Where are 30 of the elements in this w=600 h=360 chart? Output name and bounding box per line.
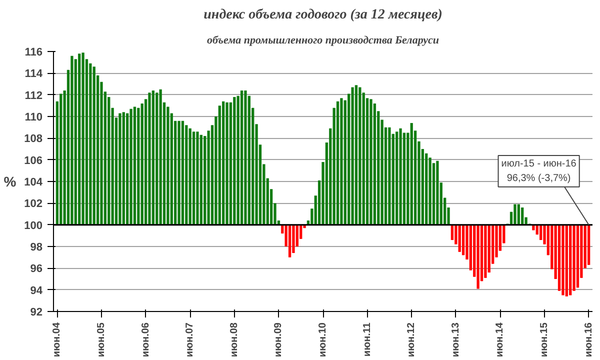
x-tick-label: июн.15 bbox=[539, 322, 550, 358]
y-tick-label: 116 bbox=[24, 46, 43, 58]
x-tick-label: июн.07 bbox=[184, 322, 196, 358]
x-tick-label: июн.13 bbox=[450, 322, 462, 358]
y-tick-label: 104 bbox=[24, 176, 44, 188]
x-tick-label: июн.14 bbox=[494, 322, 506, 358]
y-tick-label: 92 bbox=[30, 306, 43, 318]
chart-title: индекс объема годового (за 12 месяцев) bbox=[204, 8, 442, 22]
x-tick-label: июн.09 bbox=[273, 322, 284, 358]
annotation: июл-15 - июн-16 96,3% (-3,7%) bbox=[501, 158, 577, 184]
y-axis-title: % bbox=[4, 174, 17, 190]
x-tick-label: июн.11 bbox=[362, 322, 373, 357]
x-tick-label: июн.08 bbox=[228, 322, 240, 358]
y-tick-label: 112 bbox=[24, 90, 43, 102]
y-tick-label: 102 bbox=[24, 198, 43, 210]
y-tick-label: 110 bbox=[24, 112, 43, 124]
y-tick-label: 96 bbox=[30, 263, 43, 276]
y-tick-label: 100 bbox=[24, 220, 43, 232]
x-tick-label: июн.12 bbox=[406, 322, 418, 358]
x-tick-label: июн.06 bbox=[140, 322, 152, 358]
x-tick-label: июн.16 bbox=[583, 322, 594, 358]
y-tick-label: 114 bbox=[24, 68, 44, 80]
chart-subtitle: объема промышленного производства Беларуси bbox=[206, 34, 440, 46]
x-tick-label: июн.10 bbox=[318, 322, 328, 358]
x-tick-label: июн.04 bbox=[52, 322, 63, 358]
y-tick-label: 106 bbox=[24, 154, 43, 167]
y-tick-label: 98 bbox=[30, 242, 43, 254]
y-tick-label: 108 bbox=[24, 133, 43, 146]
y-tick-label: 94 bbox=[30, 284, 44, 297]
x-tick-label: июн.05 bbox=[96, 322, 107, 358]
